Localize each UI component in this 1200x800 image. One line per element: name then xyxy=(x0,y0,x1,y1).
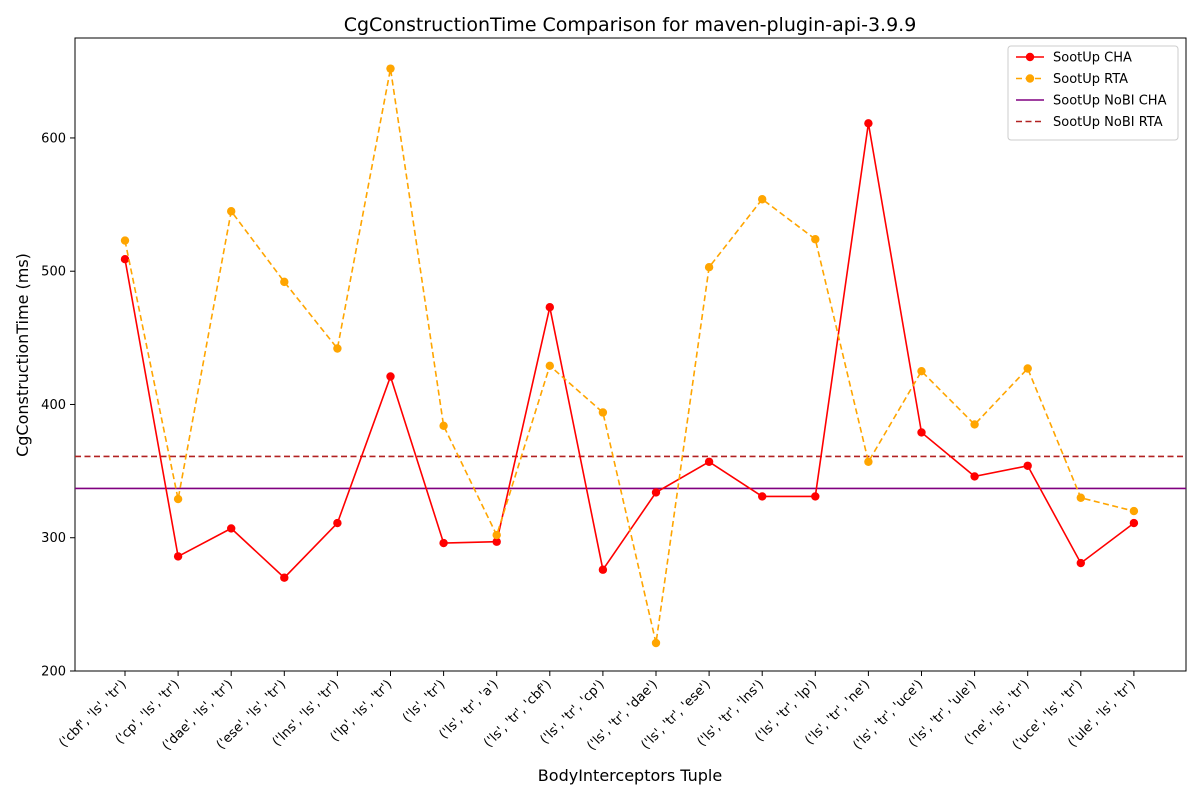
data-point-sootup-cha xyxy=(864,119,873,128)
x-axis-title: BodyInterceptors Tuple xyxy=(538,766,722,785)
data-point-sootup-cha xyxy=(492,537,501,546)
y-tick-label: 200 xyxy=(41,665,66,680)
data-point-sootup-cha xyxy=(227,524,236,533)
data-point-sootup-cha xyxy=(704,457,714,466)
x-tick-label: ('ls', 'tr') xyxy=(400,677,448,725)
data-point-sootup-rta xyxy=(333,344,342,353)
legend-label: SootUp RTA xyxy=(1053,72,1128,87)
data-point-sootup-cha xyxy=(386,372,395,381)
data-point-sootup-rta xyxy=(758,195,767,204)
axes-frame xyxy=(74,37,1187,672)
y-tick-label: 600 xyxy=(41,131,66,146)
data-point-sootup-rta xyxy=(917,366,926,376)
data-point-sootup-rta xyxy=(598,408,608,417)
y-tick-label: 500 xyxy=(41,265,66,280)
legend-marker-sootup-rta xyxy=(1025,74,1035,83)
data-point-sootup-rta xyxy=(864,457,873,466)
legend: SootUp CHA SootUp RTA SootUp NoBI CHA SootU… xyxy=(1007,45,1179,141)
data-point-sootup-rta xyxy=(173,494,183,504)
y-axis-title: CgConstructionTime (ms) xyxy=(13,253,32,457)
data-point-sootup-rta xyxy=(227,207,236,216)
data-point-sootup-cha xyxy=(970,472,979,481)
legend-label: SootUp NoBI RTA xyxy=(1053,115,1163,130)
data-point-sootup-rta xyxy=(280,277,289,287)
data-point-sootup-rta xyxy=(439,421,448,430)
data-point-sootup-cha xyxy=(1023,461,1032,470)
data-point-sootup-rta xyxy=(492,530,501,540)
data-point-sootup-cha xyxy=(545,302,554,312)
data-point-sootup-cha xyxy=(280,573,289,582)
data-point-sootup-cha xyxy=(120,255,130,264)
data-point-sootup-cha xyxy=(1129,518,1139,528)
data-point-sootup-cha xyxy=(651,488,661,497)
data-point-sootup-cha xyxy=(811,492,820,501)
y-tick-label: 300 xyxy=(41,531,66,546)
data-point-sootup-rta xyxy=(704,263,714,272)
series-line-sootup-rta xyxy=(124,68,1135,644)
data-point-sootup-rta xyxy=(811,235,820,244)
legend-marker-sootup-cha xyxy=(1025,52,1035,62)
data-point-sootup-cha xyxy=(758,492,767,501)
data-point-sootup-cha xyxy=(333,518,342,528)
data-point-sootup-rta xyxy=(1129,506,1139,516)
y-tick-label: 400 xyxy=(41,398,66,413)
data-point-sootup-rta xyxy=(970,420,979,429)
legend-box xyxy=(1007,45,1179,141)
data-point-sootup-cha xyxy=(917,428,926,437)
data-point-sootup-rta xyxy=(386,64,395,73)
legend-label: SootUp NoBI CHA xyxy=(1053,94,1167,109)
data-point-sootup-rta xyxy=(545,361,554,371)
data-point-sootup-rta xyxy=(120,236,130,245)
series-line-sootup-cha xyxy=(124,123,1135,579)
data-point-sootup-cha xyxy=(439,538,448,548)
data-point-sootup-cha xyxy=(1076,558,1086,568)
data-point-sootup-rta xyxy=(1023,364,1032,373)
data-point-sootup-rta xyxy=(1076,493,1086,502)
data-point-sootup-rta xyxy=(651,638,661,648)
data-point-sootup-cha xyxy=(598,565,608,574)
chart-title: CgConstructionTime Comparison for maven-… xyxy=(344,14,917,36)
legend-label: SootUp CHA xyxy=(1053,51,1132,66)
data-point-sootup-cha xyxy=(173,552,183,561)
